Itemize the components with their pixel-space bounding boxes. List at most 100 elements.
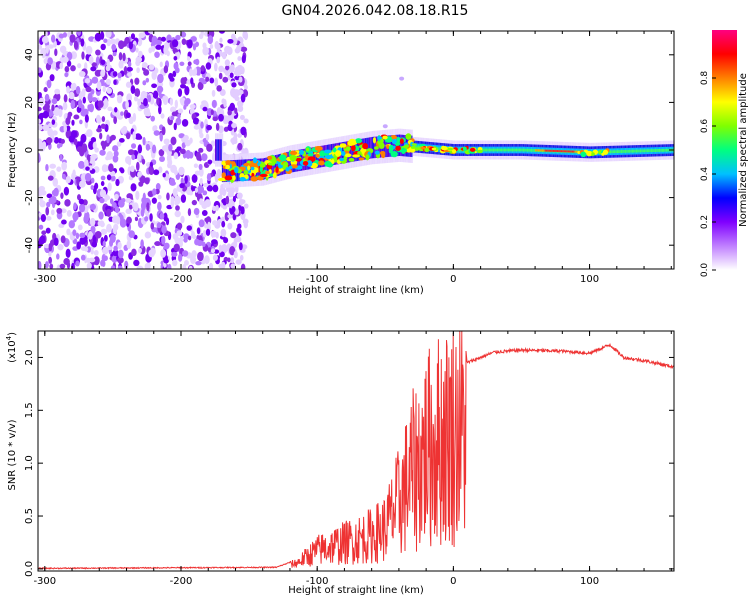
noise-blob <box>81 88 86 98</box>
noise-blob <box>63 257 70 266</box>
noise-blob <box>139 104 146 110</box>
noise-blob <box>152 90 159 99</box>
noise-blob <box>194 238 200 246</box>
noise-blob <box>160 113 165 119</box>
colorbar-ticks: 0.0 0.2 0.4 0.6 0.8 <box>700 71 716 277</box>
y-tick-label: -40 <box>24 237 35 253</box>
noise-blob <box>45 227 51 234</box>
noise-blob <box>155 39 162 46</box>
ridge-core-inner <box>486 148 488 152</box>
ridge-peak <box>548 149 550 152</box>
noise-blob <box>157 201 162 211</box>
noise-blob <box>113 245 118 252</box>
ridge-core-inner <box>642 149 644 153</box>
noise-blob <box>122 52 126 62</box>
ridge-blob <box>217 177 226 182</box>
noise-blob <box>161 36 166 42</box>
noise-blob <box>176 146 182 152</box>
noise-blob <box>130 165 135 173</box>
noise-blob <box>113 79 117 85</box>
ridge-band <box>217 139 220 161</box>
ridge-halo <box>512 140 515 160</box>
noise-blob <box>90 185 95 191</box>
noise-blob <box>221 98 226 105</box>
noise-blob <box>108 163 114 173</box>
ridge-blob <box>406 148 412 153</box>
ridge-core-inner <box>503 148 505 152</box>
noise-blob <box>43 57 49 65</box>
noise-blob <box>143 69 150 76</box>
noise-blob <box>193 163 199 169</box>
noise-blob <box>112 51 117 57</box>
ridge-band <box>228 160 230 182</box>
noise-blob <box>190 255 197 265</box>
ridge-band <box>401 134 403 157</box>
noise-blob <box>76 31 82 36</box>
spectrogram-y-axis-label: Frequency (Hz) <box>7 112 18 188</box>
noise-blob <box>96 116 102 124</box>
ridge-core-inner <box>487 148 489 152</box>
ridge-core-inner <box>490 148 492 152</box>
noise-blob <box>38 124 43 131</box>
noise-blob <box>240 93 246 103</box>
ridge-blob <box>259 173 268 178</box>
noise-blob <box>193 207 200 216</box>
noise-blob <box>219 251 225 258</box>
noise-blob <box>47 175 54 181</box>
noise-blob <box>137 153 142 162</box>
noise-blob <box>206 143 213 152</box>
ridge-halo <box>561 141 564 161</box>
x-tick-label: -100 <box>306 576 329 587</box>
snr-series-line <box>38 331 674 570</box>
noise-blob <box>178 133 185 139</box>
ridge-core-inner <box>646 149 648 153</box>
ridge-peak <box>570 150 572 153</box>
noise-blob <box>188 265 193 269</box>
noise-blob <box>212 116 219 122</box>
noise-blob <box>72 212 79 221</box>
noise-blob <box>231 82 237 88</box>
noise-blob <box>160 249 167 258</box>
noise-blob <box>231 122 237 129</box>
noise-blob <box>195 58 200 66</box>
ridge-core-inner <box>476 148 478 152</box>
noise-blob <box>158 166 163 174</box>
ridge-blob <box>307 153 314 157</box>
ridge-core-inner <box>532 148 534 152</box>
ridge-core-inner <box>623 149 625 153</box>
snr-y-axis-label: SNR (10 * v/v) <box>7 419 18 490</box>
ridge-core-inner <box>615 150 617 154</box>
noise-blob <box>141 62 148 69</box>
ridge-halo <box>651 141 653 161</box>
noise-blob <box>52 130 58 136</box>
ridge-band <box>224 160 226 182</box>
noise-blob <box>128 41 134 50</box>
ridge-band <box>287 151 289 174</box>
noise-blob <box>38 97 45 106</box>
ridge-core-inner <box>612 150 614 154</box>
ridge-blob <box>391 138 397 145</box>
noise-blob <box>210 230 217 238</box>
ridge-blob <box>295 157 302 162</box>
ridge-blob <box>279 154 287 161</box>
noise-blob <box>38 260 42 269</box>
noise-blob <box>214 41 219 50</box>
noise-blob <box>215 204 219 212</box>
ridge-core-inner <box>528 148 530 152</box>
ridge-core-inner <box>439 147 441 151</box>
ridge-band <box>371 136 373 159</box>
ridge-core-inner <box>495 148 497 152</box>
noise-blob <box>177 108 184 114</box>
noise-blob <box>99 189 107 198</box>
noise-blob <box>117 249 124 259</box>
ridge-core-inner <box>483 148 485 152</box>
noise-blob <box>90 249 94 255</box>
noise-blob <box>118 60 124 69</box>
noise-blob <box>131 154 136 161</box>
noise-blob <box>200 31 204 37</box>
noise-blob <box>114 193 119 200</box>
ridge-peak <box>574 150 576 153</box>
noise-blob <box>239 114 245 120</box>
noise-blob <box>221 229 226 238</box>
noise-blob <box>109 198 114 205</box>
